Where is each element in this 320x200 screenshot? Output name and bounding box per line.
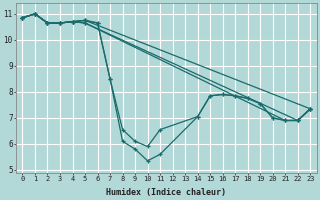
X-axis label: Humidex (Indice chaleur): Humidex (Indice chaleur) [106, 188, 226, 197]
